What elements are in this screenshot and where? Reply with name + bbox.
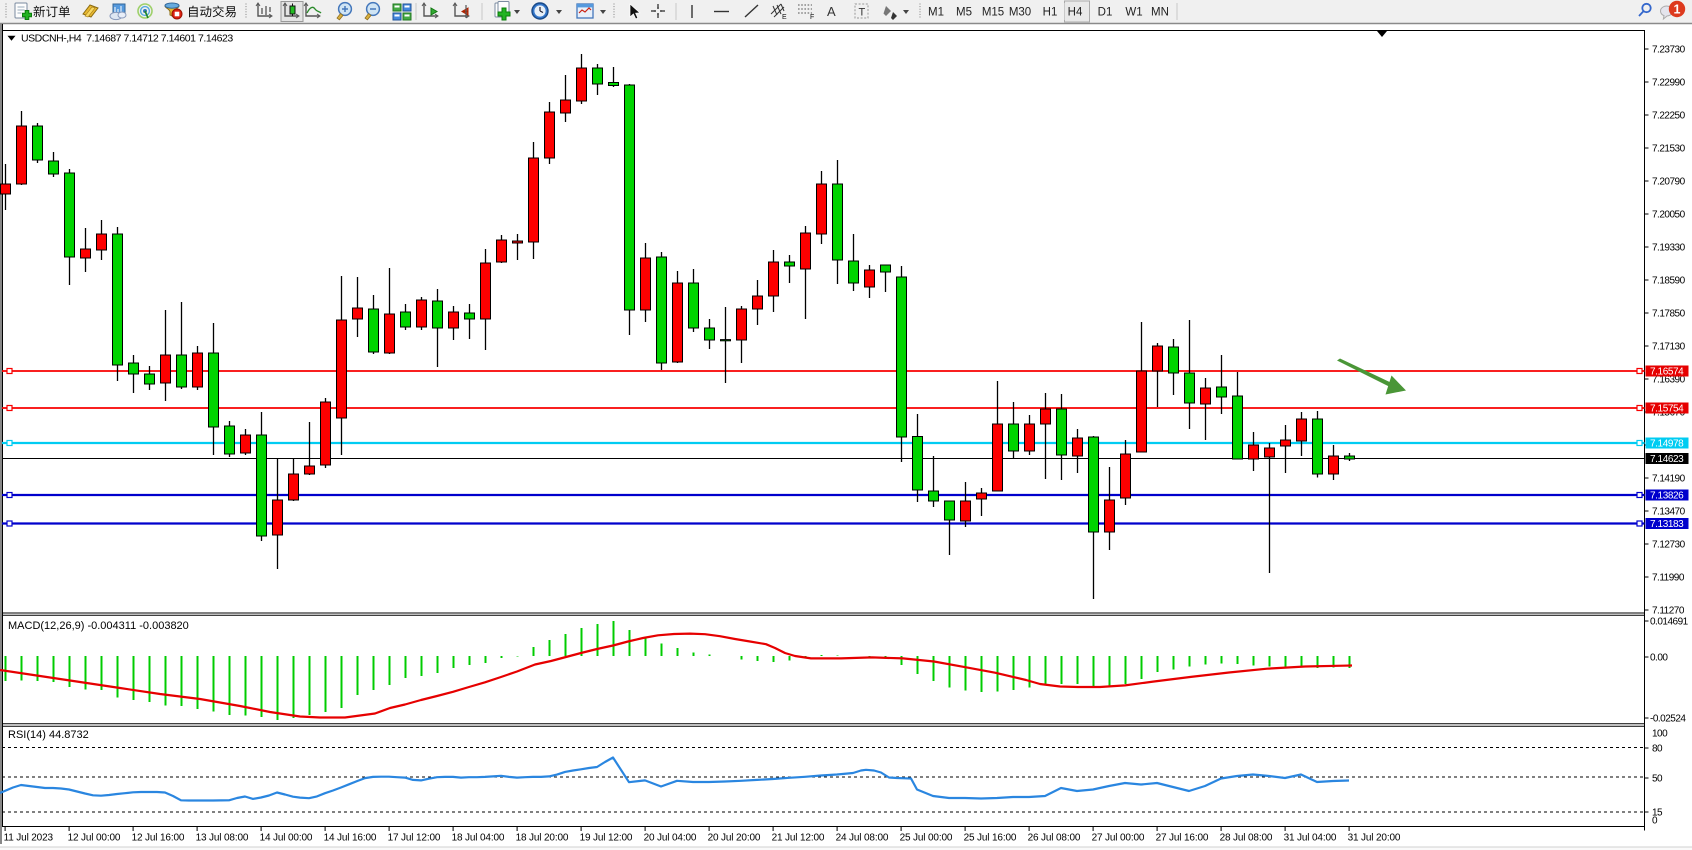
svg-text:H1: H1 [1043, 7, 1058, 19]
svg-text:T: T [859, 7, 866, 19]
svg-text:12 Jul 16:00: 12 Jul 16:00 [132, 833, 185, 844]
svg-text:27 Jul 16:00: 27 Jul 16:00 [1156, 833, 1209, 844]
svg-text:24 Jul 08:00: 24 Jul 08:00 [836, 833, 889, 844]
svg-text:7.17850: 7.17850 [1652, 309, 1686, 320]
svg-text:7.23730: 7.23730 [1652, 45, 1686, 56]
svg-text:31 Jul 04:00: 31 Jul 04:00 [1284, 833, 1337, 844]
svg-text:7.11990: 7.11990 [1652, 573, 1685, 584]
svg-text:7.14978: 7.14978 [1650, 439, 1684, 450]
svg-text:14 Jul 16:00: 14 Jul 16:00 [324, 833, 377, 844]
svg-text:20 Jul 20:00: 20 Jul 20:00 [708, 833, 761, 844]
svg-text:7.12730: 7.12730 [1652, 540, 1686, 551]
svg-text:0: 0 [1652, 816, 1658, 827]
svg-text:7.21530: 7.21530 [1652, 144, 1686, 155]
svg-text:28 Jul 08:00: 28 Jul 08:00 [1220, 833, 1273, 844]
svg-text:14 Jul 00:00: 14 Jul 00:00 [260, 833, 313, 844]
svg-text:26 Jul 08:00: 26 Jul 08:00 [1028, 833, 1081, 844]
svg-text:100: 100 [1652, 729, 1668, 740]
svg-text:M1: M1 [928, 7, 944, 19]
svg-text:H4: H4 [1068, 7, 1083, 19]
svg-text:50: 50 [1652, 774, 1663, 785]
svg-text:18 Jul 04:00: 18 Jul 04:00 [452, 833, 505, 844]
svg-text:7.16574: 7.16574 [1650, 367, 1684, 378]
svg-text:31 Jul 20:00: 31 Jul 20:00 [1348, 833, 1401, 844]
svg-text:12 Jul 00:00: 12 Jul 00:00 [68, 833, 121, 844]
svg-text:15: 15 [1652, 808, 1663, 819]
svg-text:7.18590: 7.18590 [1652, 276, 1686, 287]
svg-text:7.13183: 7.13183 [1650, 519, 1684, 530]
svg-text:0.014691: 0.014691 [1650, 617, 1689, 628]
svg-text:11 Jul 2023: 11 Jul 2023 [4, 833, 54, 844]
svg-text:20 Jul 04:00: 20 Jul 04:00 [644, 833, 697, 844]
svg-text:7.20050: 7.20050 [1652, 210, 1686, 221]
svg-text:M30: M30 [1009, 7, 1031, 19]
svg-text:0.00: 0.00 [1650, 653, 1668, 664]
svg-text:18 Jul 20:00: 18 Jul 20:00 [516, 833, 569, 844]
svg-text:25 Jul 00:00: 25 Jul 00:00 [900, 833, 953, 844]
svg-text:13 Jul 08:00: 13 Jul 08:00 [196, 833, 249, 844]
svg-text:MN: MN [1151, 7, 1169, 19]
svg-text:7.22990: 7.22990 [1652, 78, 1686, 89]
svg-text:7.13470: 7.13470 [1652, 507, 1686, 518]
svg-text:7.16390: 7.16390 [1652, 375, 1686, 386]
svg-text:17 Jul 12:00: 17 Jul 12:00 [388, 833, 441, 844]
svg-text:7.22250: 7.22250 [1652, 111, 1686, 122]
svg-text:D1: D1 [1098, 7, 1113, 19]
svg-text:1: 1 [1674, 2, 1681, 16]
svg-text:M15: M15 [982, 7, 1004, 19]
svg-text:7.20790: 7.20790 [1652, 177, 1686, 188]
svg-text:USDCNH-,H4 7.14687 7.14712 7.: USDCNH-,H4 7.14687 7.14712 7.14601 7.146… [21, 33, 233, 45]
svg-text:7.19330: 7.19330 [1652, 243, 1686, 254]
svg-text:25 Jul 16:00: 25 Jul 16:00 [964, 833, 1017, 844]
svg-text:MACD(12,26,9) -0.004311 -0.003: MACD(12,26,9) -0.004311 -0.003820 [8, 620, 189, 632]
svg-text:E: E [782, 14, 787, 21]
svg-text:-0.02524: -0.02524 [1650, 714, 1686, 725]
svg-text:RSI(14) 44.8732: RSI(14) 44.8732 [8, 729, 89, 741]
svg-text:7.14190: 7.14190 [1652, 474, 1686, 485]
svg-text:A: A [827, 4, 836, 19]
svg-text:W1: W1 [1125, 7, 1142, 19]
svg-text:7.13826: 7.13826 [1650, 491, 1684, 502]
svg-text:7.17130: 7.17130 [1652, 342, 1686, 353]
svg-text:27 Jul 00:00: 27 Jul 00:00 [1092, 833, 1145, 844]
svg-text:80: 80 [1652, 744, 1663, 755]
svg-text:7.15754: 7.15754 [1650, 404, 1684, 415]
svg-text:21 Jul 12:00: 21 Jul 12:00 [772, 833, 825, 844]
svg-text:F: F [810, 14, 814, 21]
svg-text:7.14623: 7.14623 [1650, 454, 1684, 465]
svg-text:M5: M5 [956, 7, 972, 19]
svg-text:7.11270: 7.11270 [1652, 606, 1685, 617]
svg-text:19 Jul 12:00: 19 Jul 12:00 [580, 833, 633, 844]
